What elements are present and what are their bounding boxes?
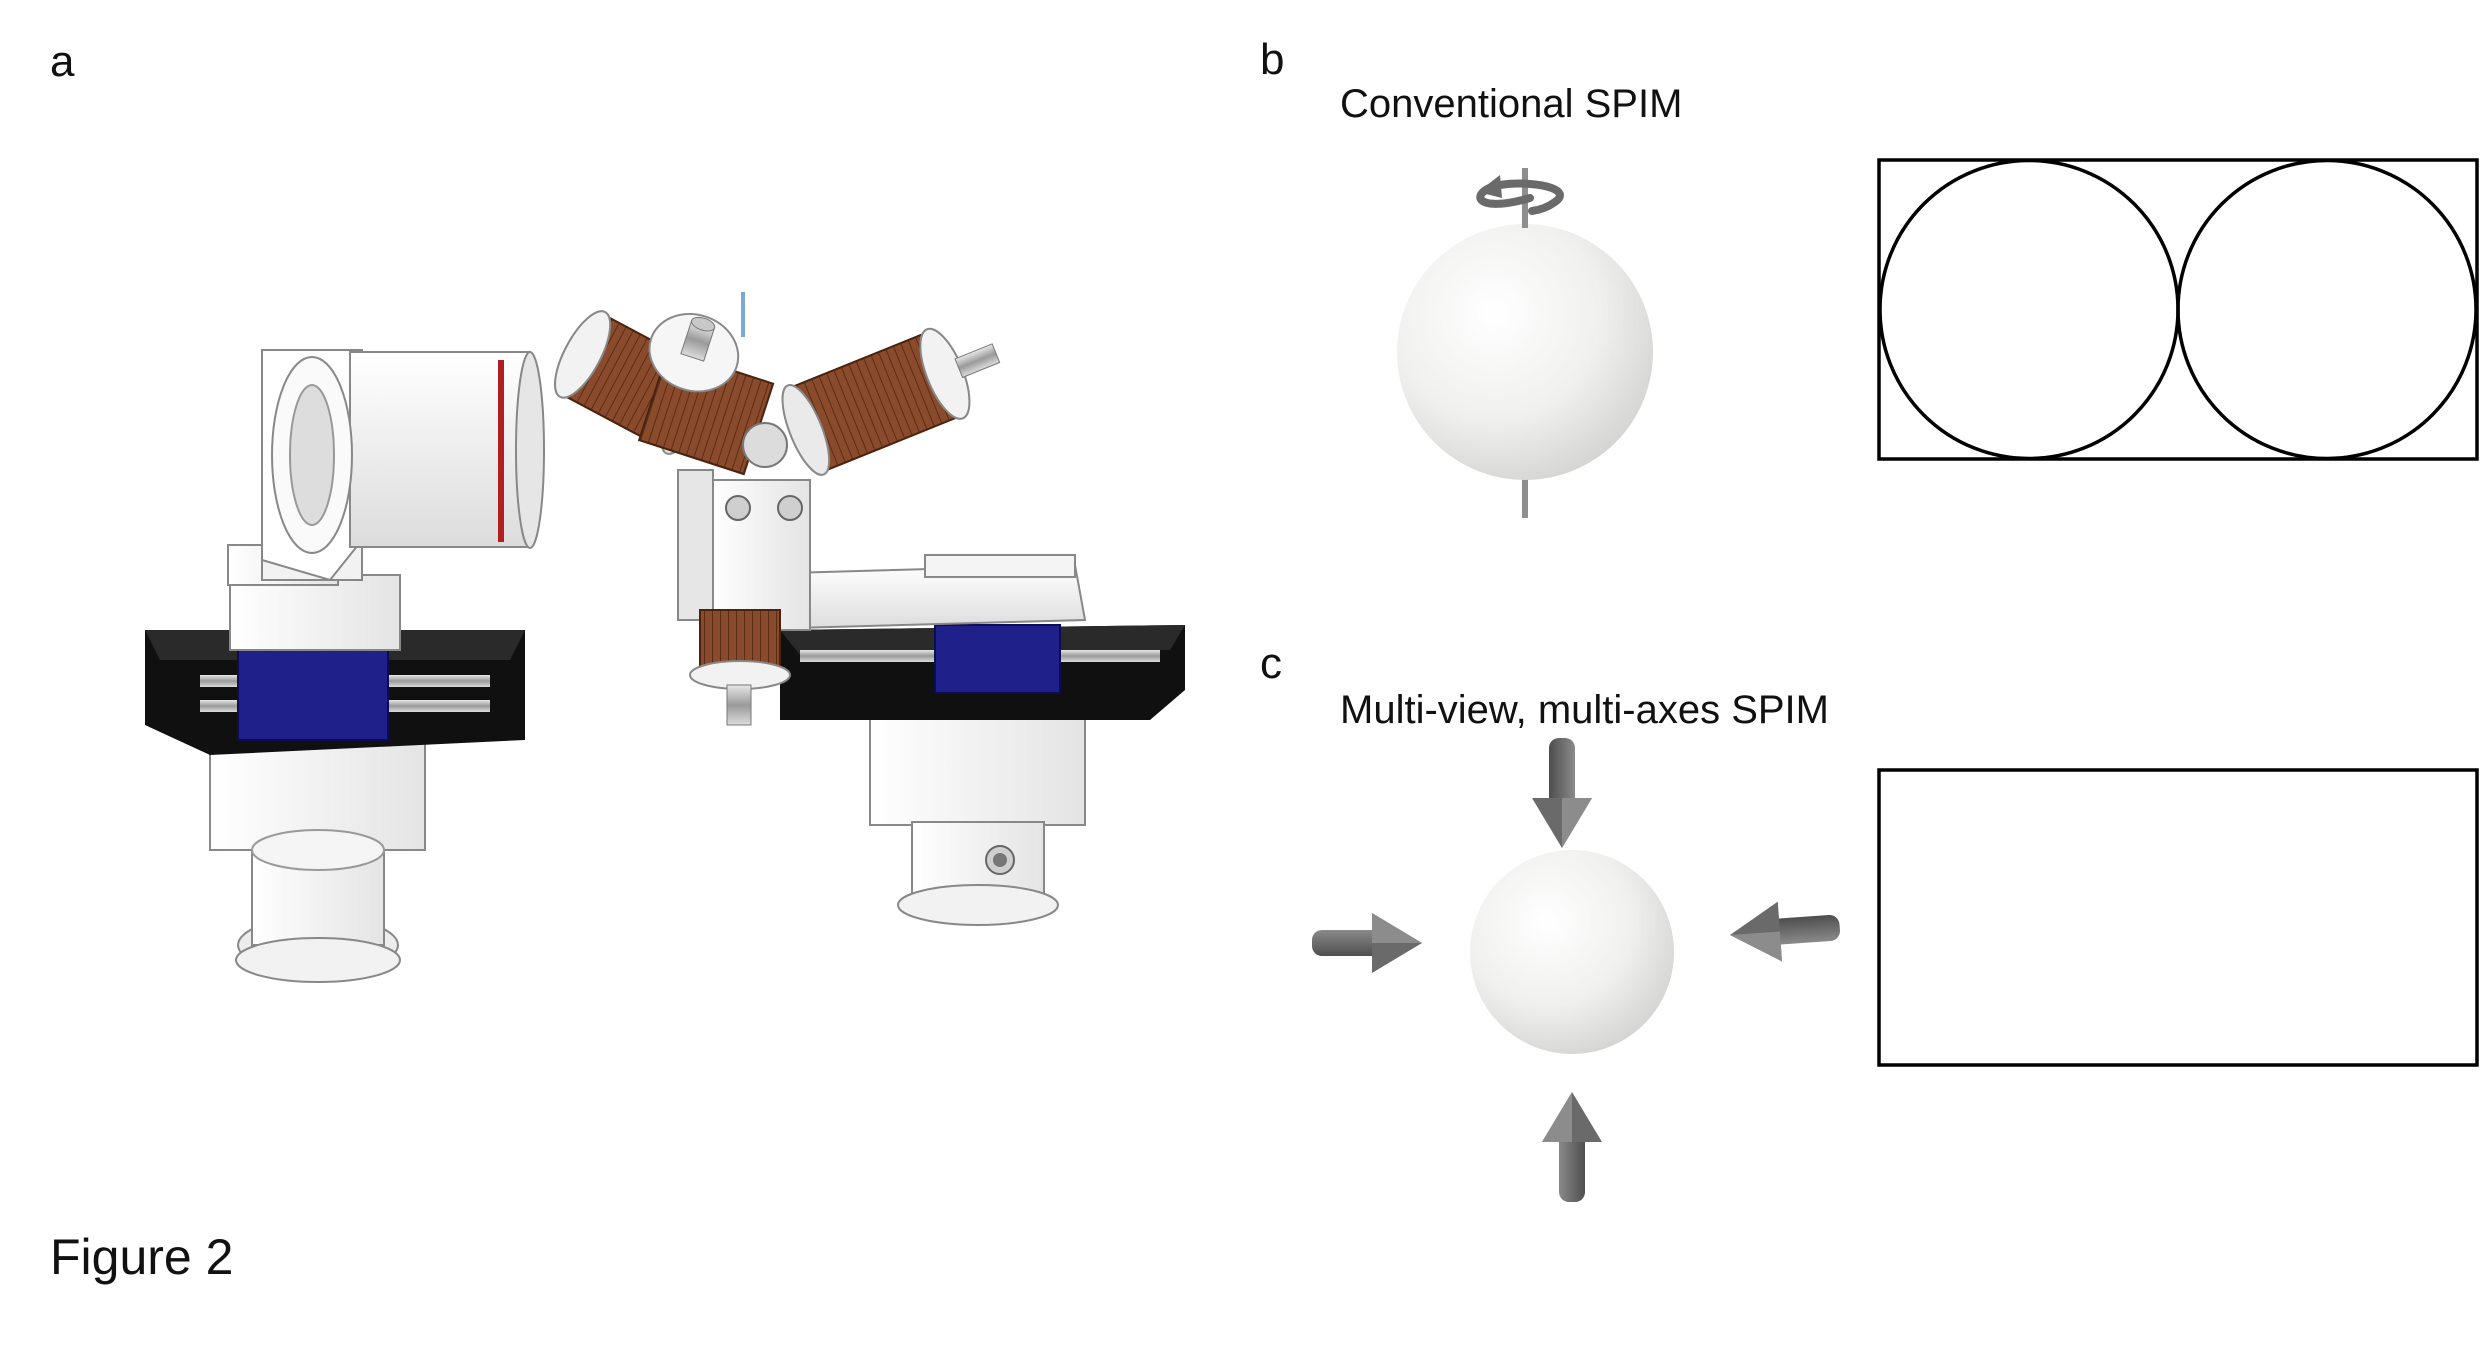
panel-c-title: Multi-view, multi-axes SPIM [1340,688,1829,732]
panel-c-diagram [1312,738,2479,1202]
view-circle-left [1878,158,2180,461]
figure-caption: Figure 2 [50,1229,234,1285]
view-circle-right [2176,158,2478,461]
sample-sphere [1397,224,1653,480]
panel-b-title: Conventional SPIM [1340,82,1683,126]
panel-b-diagram [1397,158,2479,518]
rotation-arrow-icon [1476,175,1564,215]
left-objective-mount [145,349,545,983]
panel-a-letter: a [50,37,75,86]
arrow-left-icon [1727,897,1842,965]
multiview-view-box [1877,768,2479,1067]
panel-c-letter: c [1260,639,1282,688]
arrow-right-icon [1312,913,1422,973]
arrow-up-icon [1542,1092,1602,1202]
sample-sphere-multiview [1470,850,1674,1054]
arrow-down-icon [1532,738,1592,848]
right-coil-mount [554,292,1185,926]
panel-b-letter: b [1260,35,1285,84]
apparatus-illustration [145,292,1185,983]
